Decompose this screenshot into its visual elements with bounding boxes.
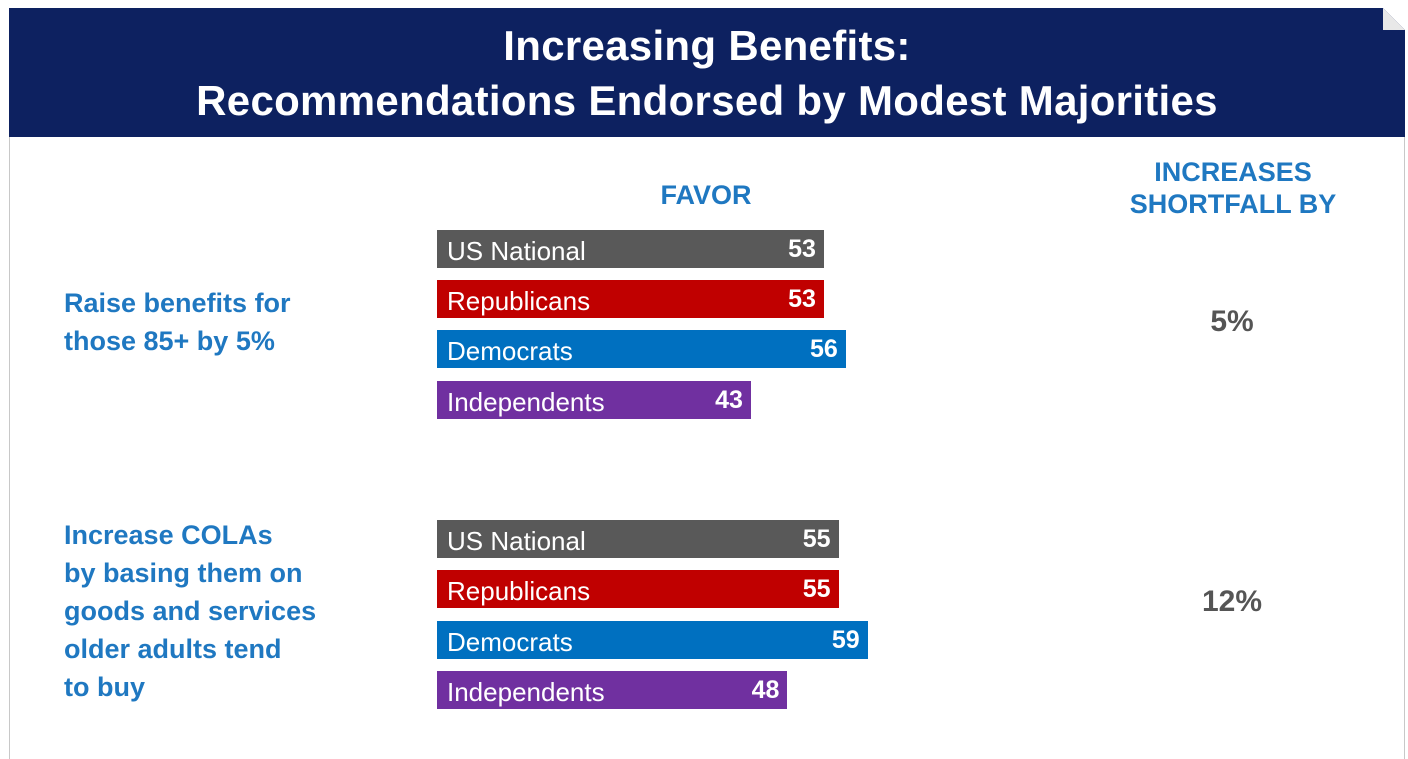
frame-right-border: [1404, 135, 1405, 759]
recommendation-2-shortfall-value: 12%: [1201, 585, 1263, 618]
bar-value-label: 48: [751, 676, 780, 704]
bar-value-label: 56: [809, 335, 838, 363]
recommendation-2-line: older adults tend: [64, 634, 282, 664]
title-line-1: Increasing Benefits:: [503, 22, 911, 69]
recommendation-2-line: goods and services: [64, 596, 317, 626]
frame-left-border: [9, 135, 10, 759]
recommendation-1-shortfall-value: 5%: [1210, 305, 1254, 338]
bar-group2-independents: Independents 48: [437, 671, 788, 709]
bar-label: Republicans: [447, 576, 591, 606]
bar-label: US National: [447, 526, 586, 556]
bar-label: Independents: [447, 677, 605, 707]
bar-value-label: 59: [831, 626, 860, 654]
bar-label: Republicans: [447, 286, 591, 316]
bar-value-label: 55: [802, 525, 831, 553]
recommendation-2-line: by basing them on: [64, 558, 303, 588]
bar-value-label: 43: [715, 386, 743, 414]
bar-group2-democrats: Democrats 59: [437, 621, 868, 659]
recommendation-2-label: Increase COLAs by basing them on goods a…: [64, 516, 384, 706]
shortfall-header-line-2: SHORTFALL BY: [1129, 189, 1337, 219]
recommendation-2-line: to buy: [64, 672, 145, 702]
bar-group1-us-national: US National 53: [437, 230, 824, 268]
recommendation-1-line: those 85+ by 5%: [64, 326, 275, 356]
bar-label: Democrats: [447, 336, 573, 366]
bar-group1-independents: Independents 43: [437, 381, 751, 419]
bar-group1-democrats: Democrats 56: [437, 330, 846, 368]
title-banner: [9, 8, 1405, 137]
bar-value-label: 53: [788, 235, 816, 263]
recommendation-1-label: Raise benefits for those 85+ by 5%: [64, 284, 384, 360]
favor-header: FAVOR: [660, 180, 752, 210]
bar-label: Democrats: [447, 627, 573, 657]
page-title: Increasing Benefits: Recommendations End…: [9, 18, 1405, 128]
recommendation-2-line: Increase COLAs: [64, 520, 273, 550]
bar-value-label: 53: [788, 285, 816, 313]
bar-group2-republicans: Republicans 55: [437, 570, 839, 608]
recommendation-1-line: Raise benefits for: [64, 288, 291, 318]
bar-label: Independents: [447, 387, 605, 417]
shortfall-header-line-1: INCREASES: [1154, 157, 1312, 187]
shortfall-header: INCREASES SHORTFALL BY: [1083, 156, 1383, 220]
bar-value-label: 55: [802, 575, 831, 603]
bar-label: US National: [447, 236, 586, 266]
title-line-2: Recommendations Endorsed by Modest Major…: [196, 77, 1218, 124]
bar-group2-us-national: US National 55: [437, 520, 839, 558]
bar-group1-republicans: Republicans 53: [437, 280, 824, 318]
